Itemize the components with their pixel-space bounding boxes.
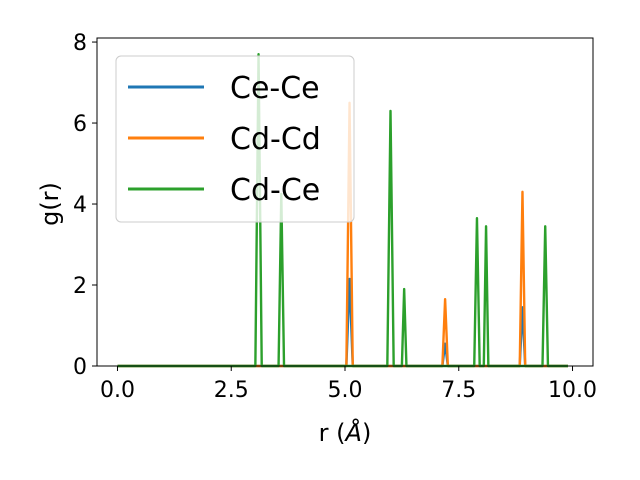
legend-box bbox=[115, 55, 355, 223]
legend: Ce-Ce Cd-Cd Cd-Ce bbox=[115, 55, 355, 223]
y-tick-label: 4 bbox=[73, 193, 87, 218]
y-tick-label: 0 bbox=[73, 355, 87, 380]
x-tick-label: 2.5 bbox=[214, 378, 249, 403]
x-axis-label: r (Å) bbox=[319, 418, 372, 447]
legend-label-cd-ce: Cd-Ce bbox=[230, 173, 320, 208]
y-axis: 0 2 4 6 8 bbox=[73, 31, 97, 380]
x-tick-label: 7.5 bbox=[441, 378, 476, 403]
x-tick-label: 5.0 bbox=[328, 378, 363, 403]
legend-label-cd-cd: Cd-Cd bbox=[230, 122, 321, 157]
x-tick-label: 10.0 bbox=[548, 378, 597, 403]
y-tick-label: 2 bbox=[73, 274, 87, 299]
legend-label-ce-ce: Ce-Ce bbox=[230, 71, 320, 106]
y-axis-label: g(r) bbox=[36, 182, 64, 226]
y-tick-label: 8 bbox=[73, 31, 87, 56]
x-axis: 0.0 2.5 5.0 7.5 10.0 bbox=[100, 366, 597, 403]
y-tick-label: 6 bbox=[73, 112, 87, 137]
x-tick-label: 0.0 bbox=[100, 378, 135, 403]
